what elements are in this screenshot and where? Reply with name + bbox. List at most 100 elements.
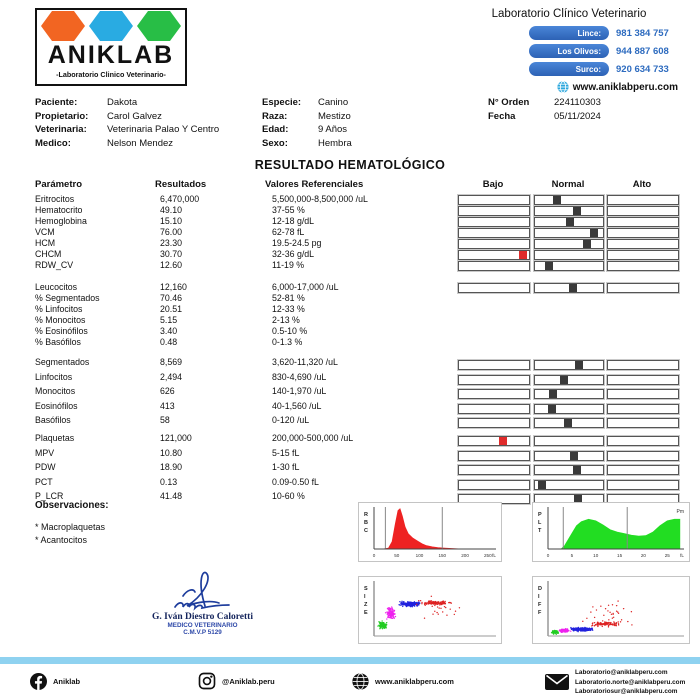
- result-value: 30.70: [160, 249, 183, 259]
- reference-range: 6,000-17,000 /uL: [272, 282, 339, 292]
- reference-range: 5-15 fL: [272, 447, 300, 458]
- reference-range: 830-4,690 /uL: [272, 371, 327, 382]
- website-item[interactable]: www.aniklabperu.com: [352, 673, 454, 690]
- col-normal: Normal: [551, 179, 585, 190]
- website-link[interactable]: www.aniklabperu.com: [572, 81, 678, 93]
- svg-text:100: 100: [416, 553, 424, 558]
- result-value: 18.90: [160, 462, 183, 473]
- facebook-item[interactable]: Aniklab: [30, 673, 80, 690]
- range-box-low: [458, 465, 530, 476]
- result-value: 6,470,000: [160, 194, 200, 204]
- range-box-low: [458, 195, 530, 205]
- logo-tagline: -Laboratorio Clinico Veterinario-: [56, 70, 166, 79]
- param-name: % Linfocitos: [35, 304, 83, 314]
- plt-histogram: P L T 0 5 10 15 20 25 fL Pm: [532, 502, 690, 562]
- result-value: 12.60: [160, 260, 183, 270]
- rbc-plot: RBC 0 50 100 150 200 250 fL: [364, 507, 496, 558]
- location-phone: 981 384 757: [616, 27, 669, 39]
- range-box-low: [458, 250, 530, 260]
- result-row: PCT 0.13 0.09-0.50 fL: [0, 477, 700, 492]
- reference-range: 19.5-24.5 pg: [272, 238, 322, 248]
- email-address: Laboratorio.norte@aniklabperu.com: [575, 678, 686, 686]
- location-row: Los Olivos: 944 887 608: [460, 44, 678, 58]
- range-box-high: [607, 479, 679, 490]
- email-item[interactable]: Laboratorio@aniklabperu.com Laboratorio.…: [545, 668, 685, 697]
- reference-range: 200,000-500,000 /uL: [272, 432, 354, 443]
- result-row: RDW_CV 12.60 11-19 %: [0, 260, 700, 271]
- reference-range: 11-19 %: [272, 260, 305, 270]
- patient-field-value: Dakota: [107, 97, 138, 108]
- value-marker: [573, 466, 582, 475]
- patient-info-col2: Especie: Canino Raza: Mestizo Edad: 9 Años Sex…: [262, 97, 352, 151]
- patient-field: Raza: Mestizo: [262, 111, 352, 125]
- value-marker: [569, 284, 578, 292]
- result-row: % Linfocitos 20.51 12-33 %: [0, 304, 700, 315]
- range-box-normal: [534, 389, 604, 400]
- table-header: Parámetro Resultados Valores Referencial…: [0, 179, 700, 191]
- patient-field: Especie: Canino: [262, 97, 352, 111]
- result-value: 10.80: [160, 447, 183, 458]
- reference-range: 32-36 g/dL: [272, 249, 315, 259]
- param-name: Hemoglobina: [35, 216, 87, 226]
- logo-wordmark: ANIKLAB: [47, 41, 175, 69]
- result-row: Segmentados 8,569 3,620-11,320 /uL: [0, 357, 700, 372]
- result-row: VCM 76.00 62-78 fL: [0, 227, 700, 238]
- email-address: Laboratorio@aniklabperu.com: [575, 669, 668, 676]
- result-value: 70.46: [160, 293, 183, 303]
- patient-field: Sexo: Hembra: [262, 138, 352, 152]
- result-row: % Segmentados 70.46 52-81 %: [0, 293, 700, 304]
- param-name: Basófilos: [35, 415, 71, 426]
- patient-info-col1: Paciente: Dakota Propietario: Carol Galvez V…: [35, 97, 219, 151]
- result-value: 41.48: [160, 491, 183, 502]
- range-box-normal: [534, 228, 604, 238]
- range-box-low: [458, 435, 530, 446]
- value-marker: [566, 218, 575, 226]
- range-box-normal: [534, 450, 604, 461]
- reference-range: 37-55 %: [272, 205, 305, 215]
- location-phone: 944 887 608: [616, 45, 669, 57]
- patient-field-label: N° Orden: [488, 97, 530, 108]
- range-box-high: [607, 389, 679, 400]
- range-box-normal: [534, 239, 604, 249]
- result-row: Plaquetas 121,000 200,000-500,000 /uL: [0, 433, 700, 448]
- svg-text:I: I: [538, 594, 540, 600]
- reference-range: 0-1.3 %: [272, 337, 303, 347]
- patient-field-value: 224110303: [554, 97, 601, 108]
- veterinarian-name: G. Iván Diestro Caloretti: [152, 612, 253, 622]
- range-box-normal: [534, 283, 604, 293]
- result-row: MPV 10.80 5-15 fL: [0, 448, 700, 463]
- result-value: 3.40: [160, 326, 178, 336]
- range-box-high: [607, 403, 679, 414]
- patient-field-value: Carol Galvez: [107, 110, 162, 122]
- result-row: CHCM 30.70 32-36 g/dL: [0, 249, 700, 260]
- patient-field-label: Fecha: [488, 110, 516, 122]
- instagram-item[interactable]: @Aniklab.peru: [198, 672, 275, 690]
- location-row: Lince: 981 384 757: [460, 26, 678, 40]
- value-marker: [582, 240, 591, 248]
- range-box-normal: [534, 195, 604, 205]
- value-marker: [563, 419, 572, 428]
- veterinarian-role: MEDICO VETERINARIO: [167, 622, 238, 629]
- reference-range: 10-60 %: [272, 491, 305, 502]
- observations: Observaciones: * Macroplaquetas * Acanto…: [35, 500, 109, 547]
- range-box-low: [458, 418, 530, 429]
- svg-text:200: 200: [461, 553, 469, 558]
- col-resultados: Resultados: [155, 179, 207, 190]
- result-group: Segmentados 8,569 3,620-11,320 /uL Linfocit…: [0, 357, 700, 430]
- param-name: Plaquetas: [35, 432, 75, 443]
- range-box-low: [458, 206, 530, 216]
- reference-range: 52-81 %: [272, 293, 305, 303]
- result-group: Plaquetas 121,000 200,000-500,000 /uL MPV 10…: [0, 433, 700, 506]
- patient-field: Medico: Nelson Mendez: [35, 138, 219, 152]
- reference-range: 62-78 fL: [272, 227, 305, 237]
- svg-text:P: P: [538, 512, 542, 518]
- svg-text:fL: fL: [492, 553, 496, 558]
- observation-item: * Macroplaquetas: [35, 522, 106, 532]
- param-name: Segmentados: [35, 357, 90, 367]
- svg-text:B: B: [364, 520, 368, 526]
- svg-text:0: 0: [373, 553, 376, 558]
- result-value: 23.30: [160, 238, 183, 248]
- patient-field: N° Orden 224110303: [488, 97, 601, 111]
